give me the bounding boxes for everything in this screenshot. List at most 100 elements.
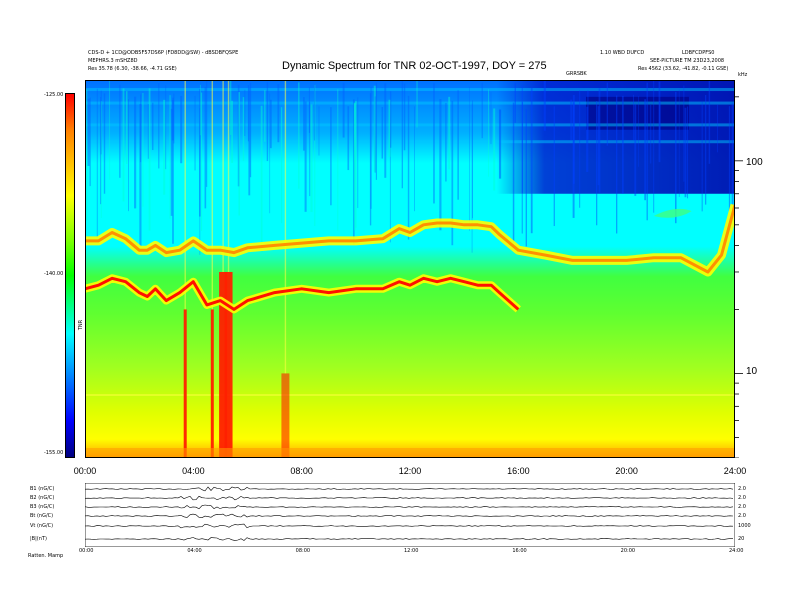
stripe bbox=[237, 84, 240, 187]
colorbar-tick-top: -125.00 bbox=[44, 92, 64, 98]
stripe bbox=[330, 107, 332, 206]
stripe bbox=[488, 89, 489, 177]
stripe bbox=[337, 89, 339, 231]
stripe bbox=[119, 84, 121, 178]
stripe bbox=[269, 93, 271, 214]
impulsive-burst bbox=[281, 373, 290, 458]
x-tick-label: 04:00 bbox=[182, 466, 205, 476]
stripe bbox=[199, 84, 201, 136]
stripe bbox=[572, 102, 575, 218]
lower-row-right-label: 2.0 bbox=[738, 495, 746, 501]
stripe bbox=[357, 97, 359, 208]
stripe bbox=[705, 95, 707, 205]
upper-emission-line bbox=[85, 204, 735, 274]
bottom-band bbox=[85, 448, 735, 458]
stripe bbox=[199, 88, 201, 217]
horizontal-band-low bbox=[85, 394, 735, 397]
stripe bbox=[717, 104, 718, 153]
stripe bbox=[457, 90, 459, 200]
stripe bbox=[403, 83, 406, 151]
stripe bbox=[298, 82, 300, 189]
horizontal-band bbox=[85, 101, 735, 105]
lower-row-label: Vt (nG/C) bbox=[30, 523, 54, 529]
burst-stem bbox=[284, 80, 287, 374]
stripe bbox=[684, 107, 687, 198]
stripe bbox=[134, 96, 137, 209]
stripe bbox=[731, 102, 734, 206]
stripe bbox=[309, 101, 311, 197]
stripe bbox=[674, 91, 677, 224]
spectrogram bbox=[85, 80, 735, 458]
stripe bbox=[139, 103, 142, 247]
stripe bbox=[638, 96, 639, 167]
stripe bbox=[621, 95, 624, 194]
stripe bbox=[206, 80, 208, 187]
stripe bbox=[678, 89, 680, 197]
colorbar-tick-mid: -140.00 bbox=[44, 271, 64, 277]
burst-stem bbox=[184, 80, 186, 310]
stripe bbox=[169, 95, 171, 219]
colorbar bbox=[65, 93, 75, 458]
stripe bbox=[650, 104, 652, 164]
stripe bbox=[303, 97, 305, 151]
stripe bbox=[448, 96, 451, 170]
impulsive-burst bbox=[183, 309, 187, 458]
stripe bbox=[389, 91, 392, 148]
lower-row-right-label: 2.0 bbox=[738, 513, 746, 519]
unit-label: kHz bbox=[738, 72, 748, 78]
stripe bbox=[122, 88, 125, 202]
stripe bbox=[596, 101, 598, 226]
stripe bbox=[587, 90, 589, 140]
stripe bbox=[199, 108, 201, 255]
lower-trace bbox=[85, 523, 734, 529]
impulsive-burst bbox=[210, 309, 214, 458]
lower-row-label: Bt (nG/C) bbox=[30, 513, 54, 519]
stripe bbox=[304, 101, 307, 212]
res-value-left: 35.78 (6.30, -38.66, -4.71 GSE) bbox=[98, 66, 177, 72]
stripe bbox=[708, 81, 711, 164]
lower-row-right-label: 2.0 bbox=[738, 504, 746, 510]
lower-row-right-label: 2.0 bbox=[738, 486, 746, 492]
lower-trace bbox=[85, 513, 734, 519]
stripe bbox=[140, 94, 142, 163]
stripe bbox=[493, 108, 496, 191]
stripe bbox=[472, 100, 473, 219]
lower-trace bbox=[85, 495, 734, 501]
stripe bbox=[521, 102, 523, 194]
stripe bbox=[355, 101, 357, 228]
stripe bbox=[530, 88, 533, 234]
colorbar-tick-bottom: -155.00 bbox=[44, 450, 64, 456]
stripe bbox=[172, 97, 174, 244]
stripe bbox=[260, 105, 263, 253]
stripe bbox=[439, 99, 442, 231]
stripe bbox=[100, 90, 102, 155]
stripe bbox=[572, 95, 575, 184]
stripe bbox=[354, 103, 356, 163]
lower-row-label: B3 (nG/C) bbox=[30, 504, 55, 510]
stripe bbox=[310, 104, 313, 213]
stripe bbox=[264, 90, 266, 142]
lower-trace bbox=[85, 486, 734, 492]
stripe bbox=[158, 83, 160, 169]
stripe bbox=[525, 109, 527, 247]
stripe bbox=[369, 93, 372, 226]
stripe bbox=[86, 89, 88, 221]
x-tick-label: 20:00 bbox=[615, 466, 638, 476]
impulsive-burst bbox=[224, 271, 233, 458]
stripe bbox=[553, 106, 555, 227]
plot-frame bbox=[85, 80, 735, 458]
header-right-line3: Res 4562 (33.62, -41.82, -0.11 GSE) bbox=[638, 66, 728, 72]
lower-x-tick-label: 00:00 bbox=[79, 548, 94, 554]
stripe bbox=[247, 84, 249, 142]
burst-stem bbox=[227, 80, 230, 272]
stripe bbox=[414, 106, 415, 212]
lower-emission-line bbox=[85, 276, 520, 311]
lower-row-label: B2 (nG/C) bbox=[30, 495, 55, 501]
stripe bbox=[381, 107, 384, 159]
stripe bbox=[658, 101, 661, 143]
stripe bbox=[388, 99, 391, 157]
lower-x-tick-label: 20:00 bbox=[620, 548, 636, 554]
stripe bbox=[171, 100, 174, 141]
lower-row-right-label: 1000 bbox=[738, 523, 751, 529]
stripe bbox=[521, 85, 523, 234]
